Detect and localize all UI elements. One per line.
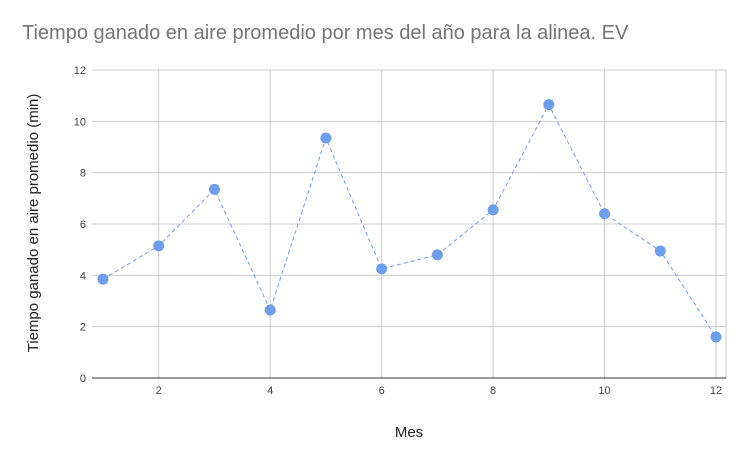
chart-title: Tiempo ganado en aire promedio por mes d… — [22, 22, 629, 44]
data-point — [376, 263, 388, 275]
y-tick-label: 12 — [74, 65, 86, 77]
data-point — [153, 240, 165, 252]
data-point — [320, 132, 332, 144]
y-tick-label: 0 — [80, 373, 86, 385]
x-tick-label: 4 — [267, 385, 273, 397]
data-point — [97, 273, 109, 285]
data-point — [543, 99, 555, 111]
x-tick-label: 12 — [710, 385, 722, 397]
x-tick-label: 6 — [379, 385, 385, 397]
y-tick-label: 2 — [80, 322, 86, 334]
y-tick-label: 4 — [80, 270, 86, 282]
data-point — [710, 331, 722, 343]
data-point — [208, 183, 220, 195]
data-point — [431, 249, 443, 261]
y-tick-label: 8 — [80, 168, 86, 180]
data-point — [654, 245, 666, 257]
series-line — [102, 103, 717, 338]
x-tick-label: 8 — [490, 385, 496, 397]
label-layer: 0 2 4 6 8 10 12 2 4 6 8 10 12 — [74, 65, 722, 397]
data-point — [264, 304, 276, 316]
data-point — [599, 208, 611, 220]
y-tick-label: 6 — [80, 219, 86, 231]
series-layer — [97, 99, 722, 343]
x-axis-label: Mes — [395, 424, 423, 441]
x-tick-label: 10 — [598, 385, 610, 397]
x-tick-label: 2 — [156, 385, 162, 397]
y-tick-label: 10 — [74, 116, 86, 128]
data-point — [487, 204, 499, 216]
grid-layer — [92, 69, 727, 378]
y-axis-label: Tiempo ganado en aire promedio (min) — [25, 94, 42, 353]
